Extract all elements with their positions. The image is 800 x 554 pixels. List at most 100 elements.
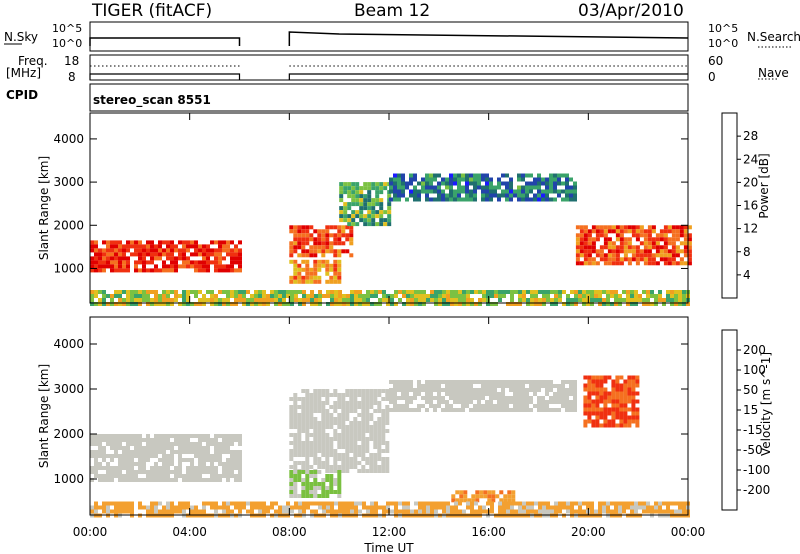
heat-cell [154,298,158,302]
heat-cell [94,244,98,249]
heat-cell [305,409,310,413]
heat-cell [655,241,660,246]
heat-cell [234,244,238,249]
heat-cell [591,241,596,246]
heat-cell [118,505,122,510]
heat-cell [638,294,642,298]
heat-cell [106,470,110,474]
heat-cell [542,298,546,302]
heat-cell [313,425,318,429]
heat-cell [521,400,525,404]
heat-cell [361,437,366,441]
heat-cell [465,185,469,190]
heat-cell [493,380,497,384]
heat-cell [418,290,422,294]
heat-cell [198,248,202,253]
heat-cell [110,438,114,442]
heat-cell [150,302,154,306]
heat-cell [529,181,533,186]
heat-cell [538,290,542,294]
heat-cell [658,298,662,302]
heat-cell [630,290,634,294]
heat-cell [367,222,372,227]
heat-cell [433,197,437,202]
heat-cell [586,302,590,306]
heat-cell [375,202,380,207]
heat-cell [565,400,569,404]
heat-cell [202,454,206,458]
heat-cell [369,425,374,429]
heat-cell [573,408,577,412]
heat-cell [222,501,226,506]
heat-cell [521,185,525,190]
heat-cell [162,458,166,462]
heat-cell [590,501,594,506]
heat-cell [409,189,413,194]
heat-cell [603,419,608,424]
heat-cell [218,290,222,294]
heat-cell [381,397,386,401]
heat-cell [289,486,294,490]
heat-cell [394,294,398,298]
heat-cell [162,442,166,446]
heat-cell [301,389,306,393]
heat-cell [534,290,538,294]
heat-cell [114,450,118,454]
heat-cell [102,294,106,298]
heat-cell [370,302,374,306]
heat-cell [623,257,628,262]
heat-cell [510,505,514,510]
heat-cell [318,298,322,302]
heat-cell [374,302,378,306]
heat-cell [214,268,218,273]
heat-cell [94,505,98,510]
heat-cell [383,218,388,223]
heat-cell [461,380,465,384]
heat-cell [455,490,460,495]
heat-cell [154,501,158,506]
heat-cell [330,298,334,302]
heat-cell [186,458,190,462]
heat-cell [465,197,469,202]
heat-cell [546,509,550,514]
heat-cell [305,241,310,246]
heat-cell [353,453,358,457]
heat-cell [409,400,413,404]
heat-cell [590,302,594,306]
heat-cell [635,225,640,230]
heat-cell [590,294,594,298]
heat-cell [635,245,640,250]
heat-cell [385,397,390,401]
heat-cell [158,294,162,298]
heat-cell [386,294,390,298]
heat-cell [485,408,489,412]
heat-cell [595,249,600,254]
heat-cell [106,256,110,261]
heat-cell [363,222,368,227]
heat-cell [598,505,602,510]
heat-cell [582,509,586,514]
heat-cell [631,245,636,250]
heat-cell [341,225,346,230]
heat-cell [353,393,358,397]
heat-cell [659,249,664,254]
heat-cell [587,403,592,408]
heat-cell [570,501,574,506]
heat-cell [309,453,314,457]
heat-cell [611,391,616,396]
heat-cell [138,450,142,454]
heat-cell [558,298,562,302]
heat-cell [182,501,186,506]
heat-cell [226,302,230,306]
heat-cell [298,298,302,302]
heat-cell [174,434,178,438]
heat-cell [337,490,342,494]
heat-cell [218,462,222,466]
heat-cell [505,193,509,198]
heat-cell [526,505,530,510]
heat-cell [289,245,294,250]
heat-cell [595,391,600,396]
heat-cell [599,399,604,404]
heat-cell [118,260,122,265]
heat-cell [655,253,660,258]
